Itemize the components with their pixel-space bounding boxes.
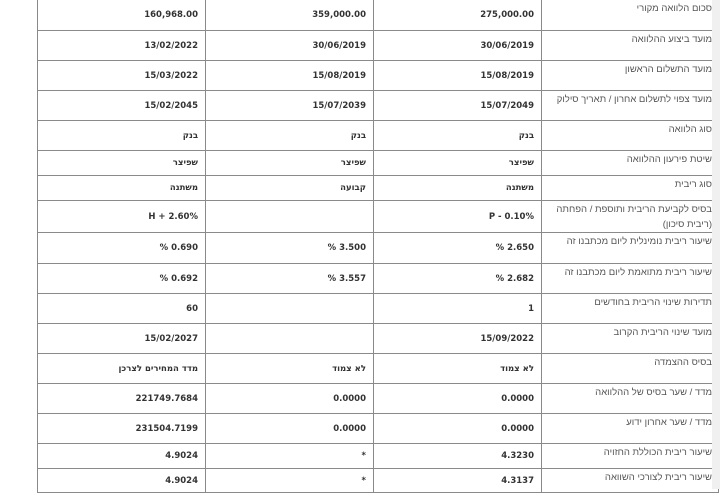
table-row: שיעור ריבית נומינלית ליום מכתבנו זה 2.650…: [37, 232, 719, 264]
row-label: מועד התשלום הראשון: [541, 60, 719, 91]
cell-loan-2: 15/08/2019: [205, 60, 374, 91]
cell-loan-2: 0.0000: [205, 383, 374, 414]
cell-loan-2: שפיצר: [205, 150, 374, 176]
table-row: שיעור ריבית הכוללת החזויה 4.3230 * 4.9024: [37, 443, 719, 469]
table-row: שיטת פירעון ההלוואה שפיצר שפיצר שפיצר: [37, 150, 719, 176]
row-label: סוג ריבית: [541, 175, 719, 201]
row-label: שיעור ריבית מתואמת ליום מכתבנו זה: [541, 263, 719, 294]
cell-loan-3: 60: [37, 293, 206, 324]
cell-loan-1: 2.650 %: [373, 232, 542, 264]
row-label: בסיס ההצמדה: [541, 353, 719, 384]
row-label: סוג הלוואה: [541, 120, 719, 151]
cell-loan-3: 0.690 %: [37, 232, 206, 264]
cell-loan-1: 15/07/2049: [373, 90, 542, 121]
row-label: תדירות שינוי הריבית בחודשים: [541, 293, 719, 324]
cell-loan-1: 0.0000: [373, 383, 542, 414]
scrollbar[interactable]: [712, 0, 720, 489]
cell-loan-2: 359,000.00: [205, 0, 374, 31]
cell-loan-3: 0.692 %: [37, 263, 206, 294]
cell-loan-3: 15/02/2027: [37, 323, 206, 354]
row-label: מועד שינוי הריבית הקרוב: [541, 323, 719, 354]
cell-loan-3: 15/02/2045: [37, 90, 206, 121]
cell-loan-2: [205, 323, 374, 354]
row-label: מועד צפוי לתשלום אחרון / תאריך סילוק: [541, 90, 719, 121]
cell-loan-3: 13/02/2022: [37, 30, 206, 61]
cell-loan-1: משתנה: [373, 175, 542, 201]
cell-loan-1: שפיצר: [373, 150, 542, 176]
cell-loan-1: P - 0.10%: [373, 200, 542, 233]
cell-loan-1: 15/09/2022: [373, 323, 542, 354]
row-label: שיעור ריבית נומינלית ליום מכתבנו זה: [541, 232, 719, 264]
table-row: מדד / שער אחרון ידוע 0.0000 0.0000 231504.7…: [37, 413, 719, 444]
table-row: שיעור ריבית מתואמת ליום מכתבנו זה 2.682 %…: [37, 263, 719, 294]
table-row: בסיס לקביעת הריבית ותוספת / הפחתה (ריבית…: [37, 200, 719, 233]
cell-loan-3: משתנה: [37, 175, 206, 201]
cell-loan-1: 4.3230: [373, 443, 542, 469]
cell-loan-1: 2.682 %: [373, 263, 542, 294]
table-row: סוג הלוואה בנק בנק בנק: [37, 120, 719, 151]
cell-loan-3: שפיצר: [37, 150, 206, 176]
cell-loan-1: לא צמוד: [373, 353, 542, 384]
cell-loan-1: בנק: [373, 120, 542, 151]
table-row: סכום הלוואה מקורי 275,000.00 359,000.00 160…: [37, 0, 719, 31]
cell-loan-3: 15/03/2022: [37, 60, 206, 91]
row-label: בסיס לקביעת הריבית ותוספת / הפחתה (ריבית…: [541, 200, 719, 233]
cell-loan-2: 3.557 %: [205, 263, 374, 294]
cell-loan-3: 231504.7199: [37, 413, 206, 444]
cell-loan-1: 0.0000: [373, 413, 542, 444]
row-label: מועד ביצוע ההלוואה: [541, 30, 719, 61]
row-label: מדד / שער בסיס של ההלוואה: [541, 383, 719, 414]
table-row: מועד שינוי הריבית הקרוב 15/09/2022 15/02/2…: [37, 323, 719, 354]
table-row: מדד / שער בסיס של ההלוואה 0.0000 0.0000 221…: [37, 383, 719, 414]
cell-loan-2: [205, 293, 374, 324]
cell-loan-3: מדד המחירים לצרכן: [37, 353, 206, 384]
cell-loan-2: בנק: [205, 120, 374, 151]
cell-loan-2: *: [205, 443, 374, 469]
cell-loan-3: 4.9024: [37, 443, 206, 469]
cell-loan-3: 221749.7684: [37, 383, 206, 414]
table-row: סוג ריבית משתנה קבועה משתנה: [37, 175, 719, 201]
row-label: מדד / שער אחרון ידוע: [541, 413, 719, 444]
table-row: מועד צפוי לתשלום אחרון / תאריך סילוק 15/0…: [37, 90, 719, 121]
cell-loan-3: 160,968.00: [37, 0, 206, 31]
cell-loan-1: 15/08/2019: [373, 60, 542, 91]
row-label: שיעור ריבית הכוללת החזויה: [541, 443, 719, 469]
cell-loan-1: 30/06/2019: [373, 30, 542, 61]
cell-loan-1: 1: [373, 293, 542, 324]
cell-loan-1: 275,000.00: [373, 0, 542, 31]
table-row: מועד התשלום הראשון 15/08/2019 15/08/2019 15…: [37, 60, 719, 91]
cell-loan-3: בנק: [37, 120, 206, 151]
cell-loan-2: 15/07/2039: [205, 90, 374, 121]
row-label: סכום הלוואה מקורי: [541, 0, 719, 31]
table-row: בסיס ההצמדה לא צמוד לא צמוד מדד המחירים לצר…: [37, 353, 719, 384]
loan-details-table: סכום הלוואה מקורי 275,000.00 359,000.00 160…: [37, 0, 719, 493]
cell-loan-2: לא צמוד: [205, 353, 374, 384]
cell-loan-2: [205, 200, 374, 233]
table-row: מועד ביצוע ההלוואה 30/06/2019 30/06/2019 13…: [37, 30, 719, 61]
table-row: תדירות שינוי הריבית בחודשים 1 60: [37, 293, 719, 324]
cell-loan-2: 0.0000: [205, 413, 374, 444]
row-label: שיטת פירעון ההלוואה: [541, 150, 719, 176]
cell-loan-2: קבועה: [205, 175, 374, 201]
cell-loan-2: 3.500 %: [205, 232, 374, 264]
cell-loan-2: 30/06/2019: [205, 30, 374, 61]
cell-loan-3: H + 2.60%: [37, 200, 206, 233]
